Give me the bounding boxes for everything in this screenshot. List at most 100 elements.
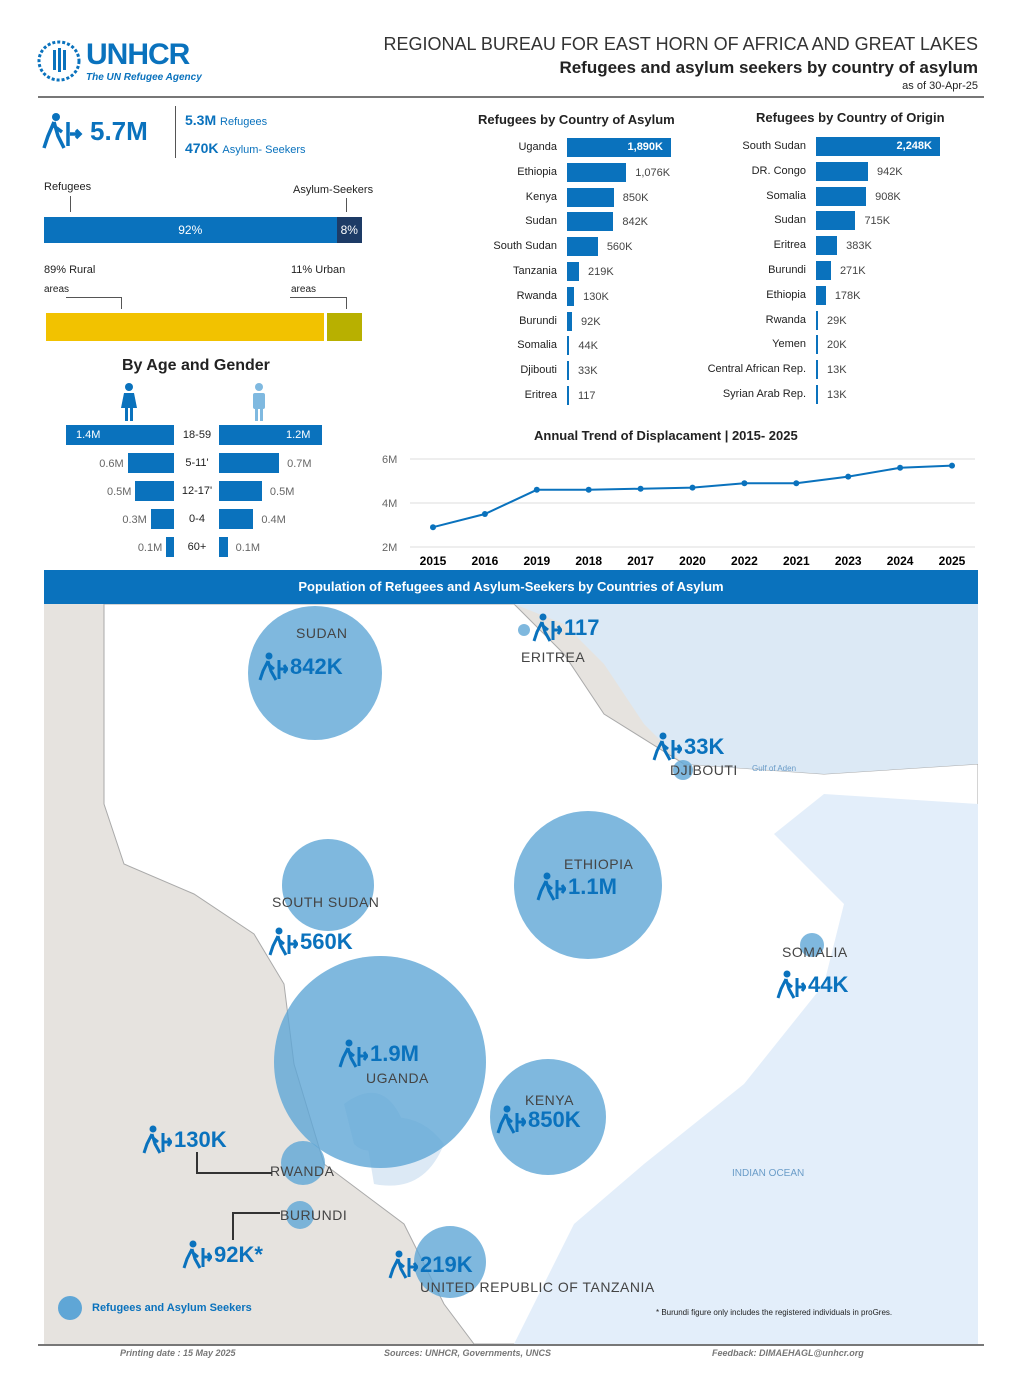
laurel-icon [37,40,81,81]
bar-value-label: 2,248K [896,140,932,152]
bar-category-label: Sudan [774,214,806,227]
bar-category-label: Central African Rep. [707,363,806,376]
x-tick-label: 2019 [523,554,550,568]
bar-category-label: Burundi [519,314,557,327]
refugee-person-icon [776,970,806,999]
bar-category-label: Kenya [525,190,557,203]
x-tick-label: 2018 [575,554,602,568]
sources: Sources: UNHCR, Governments, UNCS [384,1348,552,1358]
bar-category-label: Burundi [768,264,806,276]
map-legend: Refugees and Asylum Seekers [92,1302,252,1314]
bar-value-label: 33K [578,365,598,378]
bar-category-label: Rwanda [765,313,806,326]
country-value-text: 92K* [214,1242,263,1267]
female-value: 1.4M [76,429,101,441]
country-value: 117 [532,613,600,643]
split-asylum-label: Asylum-Seekers [293,184,374,196]
country-value: 1.9M [338,1039,419,1069]
country-value: 130K [142,1125,227,1155]
male-icon [253,383,265,421]
country-value-text: 560K [300,929,353,954]
bar [816,261,831,280]
rwanda-leader-line [196,1152,272,1174]
bar-value-label: 850K [622,191,649,204]
male-bar [219,537,228,557]
unhcr-logo: UNHCR The UN Refugee Agency [36,38,202,83]
bureau-title: REGIONAL BUREAU FOR EAST HORN OF AFRICA … [383,34,978,54]
refugee-person-icon [142,1125,172,1154]
data-point [741,480,748,487]
refugee-person-icon [42,113,83,149]
population-circle [248,606,382,740]
bar-value-label: 20K [827,339,847,352]
refugee-person-icon [182,1240,212,1269]
female-bar [166,537,174,557]
country-value-text: 33K [684,734,725,759]
bar [567,138,671,157]
country-value-text: 850K [528,1107,581,1132]
refugee-person-icon [268,927,298,956]
feedback-link[interactable]: Feedback: DIMAEHAGL@unhcr.org [712,1348,864,1358]
bar [816,335,818,355]
female-bar [135,481,174,501]
bar [567,361,569,381]
bar-category-label: Ethiopia [766,288,806,301]
as-of-date: as of 30-Apr-25 [902,80,978,92]
country-label: KENYA [525,1092,574,1108]
split-refugees-label: Refugees [44,181,92,193]
female-value: 0.1M [137,542,163,554]
logo-text: UNHCR [86,38,190,71]
bar-value-label: 13K [827,364,847,377]
male-bar [219,425,322,445]
bar-value-label: 842K [622,216,649,229]
country-value: 560K [268,927,353,957]
data-point [845,473,852,480]
bar [567,187,614,207]
data-point [533,486,540,493]
male-value: 0.7M [287,458,312,470]
x-tick-label: 2016 [472,554,499,568]
bar [567,237,598,257]
bar [816,385,818,404]
rural-label: 89% Rural [44,264,96,276]
refugee-person-icon [388,1250,418,1279]
refugee-person-icon [258,652,288,681]
bar-value-label: 383K [846,240,872,253]
y-tick-label: 2M [382,542,397,554]
bar-value-label: 942K [876,165,903,178]
population-circle [800,933,824,957]
bar [567,286,575,306]
x-tick-label: 2022 [731,554,758,568]
bar-value-label: 29K [827,314,847,327]
country-value: 33K [652,732,724,762]
bar [567,336,570,356]
ocean-label: INDIAN OCEAN [732,1168,805,1179]
x-tick-label: 2023 [835,554,862,568]
bar-category-label: Yemen [772,338,806,351]
country-value-text: 842K [290,654,343,679]
asylum-share: 8% [336,217,362,243]
male-bar [219,481,262,501]
population-circle [518,624,530,636]
country-value-text: 1.1M [568,874,617,899]
female-value: 0.5M [106,486,132,498]
country-label: ERITREA [521,649,586,665]
country-label: BURUNDI [280,1207,348,1223]
bar-category-label: Ethiopia [517,165,557,178]
country-value-text: 219K [420,1252,473,1277]
burundi-note: * Burundi figure only includes the regis… [656,1308,893,1317]
data-point [481,511,488,517]
bar-value-label: 130K [583,290,609,303]
population-circle [282,839,374,931]
data-point [793,480,800,487]
printing-date: Printing date : 15 May 2025 [120,1348,236,1358]
bar-category-label: Tanzania [512,265,557,277]
urban-share [327,313,362,341]
y-tick-label: 4M [382,498,397,510]
age-group-label: 18-59 [182,429,212,441]
logo-subtitle: The UN Refugee Agency [86,72,202,83]
country-label: SOMALIA [782,944,848,960]
x-tick-label: 2020 [679,554,706,568]
age-group-label: 5-11' [185,457,209,469]
footer-divider [38,1344,984,1346]
